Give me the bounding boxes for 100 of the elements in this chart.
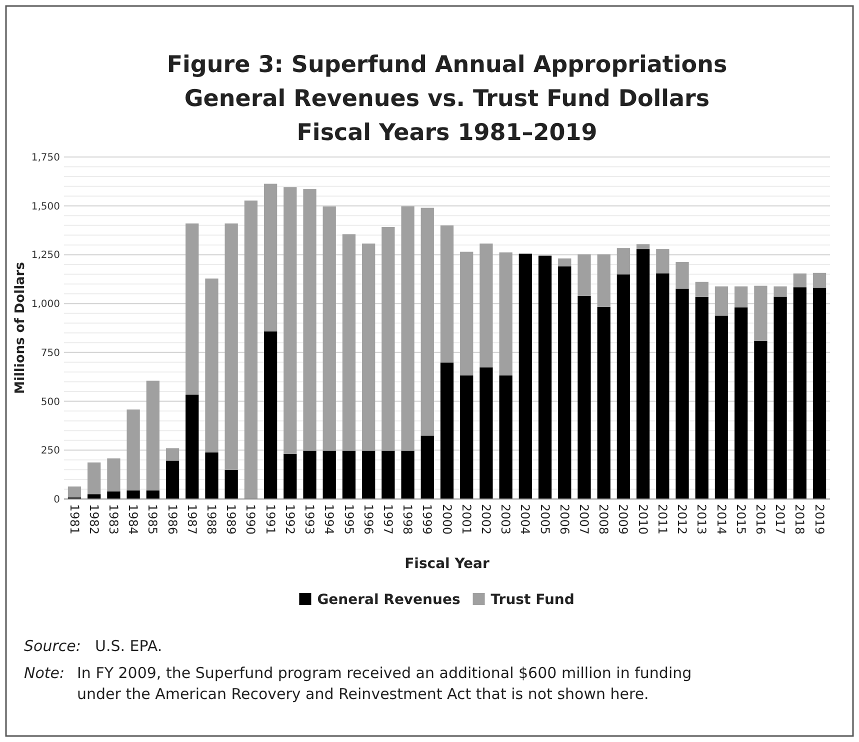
bar — [734, 307, 748, 499]
x-tick-label: 2011 — [655, 504, 670, 535]
bar — [284, 454, 297, 499]
bar — [812, 272, 826, 288]
bar — [322, 206, 336, 451]
legend-label: General Revenues — [317, 592, 460, 608]
chart-title: Figure 3: Superfund Annual Appropriations General Revenues vs. Trust Fund Dollars Fiscal Years 1981–2019 — [166, 52, 728, 146]
bar — [499, 252, 512, 376]
bar — [401, 206, 414, 451]
bar — [597, 254, 610, 307]
bar — [166, 448, 180, 461]
x-tick-label: 1997 — [380, 504, 395, 535]
y-tick-label: 1,500 — [31, 201, 60, 212]
bar — [499, 375, 512, 499]
x-tick-label: 2009 — [616, 504, 630, 535]
x-tick-label: 2014 — [714, 504, 728, 535]
y-tick-label: 1,000 — [31, 299, 60, 310]
x-tick-label: 1998 — [400, 504, 415, 535]
bar — [420, 208, 434, 436]
x-tick-label: 2000 — [440, 504, 454, 535]
bar — [342, 450, 356, 499]
bar — [440, 225, 454, 363]
x-tick-label: 2015 — [734, 504, 748, 535]
y-tick-label: 750 — [40, 348, 60, 359]
bar — [205, 278, 218, 452]
y-tick-label: 0 — [54, 494, 60, 506]
text: Note: In FY 2009, the Superfund program received an additional $600 million in funding under the American Recovery and Reinvestment Act that is not shown here. — [24, 664, 692, 703]
bar — [224, 470, 238, 499]
bar — [518, 254, 532, 499]
y-axis-title: Millions of Dollars — [13, 262, 28, 394]
x-tick-label: 2003 — [498, 504, 513, 535]
x-tick-label: 2002 — [479, 504, 494, 535]
bar — [460, 252, 474, 376]
bar — [636, 244, 650, 250]
bar — [480, 244, 493, 368]
x-tick-label: 2008 — [596, 504, 611, 535]
x-tick-label: 1996 — [361, 504, 376, 535]
bar — [558, 258, 572, 266]
bar — [597, 306, 610, 499]
x-tick-label: 2004 — [518, 504, 532, 535]
bar — [578, 254, 591, 296]
x-tick-label: 2007 — [577, 504, 592, 535]
bar — [420, 436, 434, 499]
bar — [284, 187, 297, 454]
y-tick-label: 1,250 — [31, 250, 60, 262]
x-tick-label: 1991 — [263, 504, 278, 535]
x-tick-label: 2018 — [792, 504, 807, 535]
x-tick-label: 1999 — [420, 504, 434, 535]
x-tick-label: 1989 — [224, 504, 238, 535]
bar — [88, 462, 101, 494]
bar — [714, 286, 728, 316]
bar — [382, 450, 395, 499]
bar — [244, 200, 258, 499]
x-tick-label: 2006 — [557, 504, 572, 535]
bar — [774, 296, 787, 499]
x-tick-label: 1982 — [86, 504, 101, 535]
bar — [676, 288, 689, 499]
bar — [538, 256, 552, 499]
bar — [676, 262, 689, 289]
bar — [186, 223, 199, 395]
bar — [460, 375, 474, 499]
bar — [401, 450, 414, 499]
bar — [88, 494, 101, 499]
x-tick-label: 2012 — [675, 504, 690, 535]
y-tick-label: 250 — [40, 446, 60, 457]
x-tick-label: 2005 — [538, 504, 552, 535]
bar — [812, 288, 826, 499]
bar — [107, 458, 120, 492]
legend-label: Trust Fund — [490, 592, 574, 608]
bar — [636, 249, 650, 499]
bar — [558, 266, 572, 499]
x-tick-label: 2001 — [459, 504, 474, 535]
bar — [382, 226, 395, 451]
y-tick-label: 1,750 — [31, 152, 60, 164]
bar — [224, 223, 238, 470]
bar — [754, 340, 768, 499]
y-tick-label: 500 — [40, 396, 60, 408]
x-tick-label: 1984 — [126, 504, 140, 535]
bar — [264, 331, 278, 499]
bar — [166, 460, 180, 499]
bar — [578, 296, 591, 499]
x-axis-title: Fiscal Year — [404, 556, 490, 572]
bar — [656, 273, 670, 499]
bar — [754, 286, 768, 341]
bar — [186, 394, 199, 499]
x-tick-label: 2013 — [694, 504, 709, 535]
x-tick-label: 2016 — [753, 504, 768, 535]
x-tick-label: 1990 — [244, 504, 258, 535]
bar — [774, 286, 787, 297]
x-tick-label: 1993 — [302, 504, 317, 535]
x-tick-label: 1987 — [184, 504, 199, 535]
x-tick-label: 1983 — [106, 504, 120, 535]
bar — [616, 274, 630, 499]
bar — [146, 490, 160, 499]
bar — [126, 409, 140, 490]
x-tick-label: 1981 — [67, 504, 82, 535]
bar — [714, 316, 728, 499]
bar — [342, 234, 356, 451]
bar — [362, 244, 376, 451]
bar — [695, 296, 708, 499]
